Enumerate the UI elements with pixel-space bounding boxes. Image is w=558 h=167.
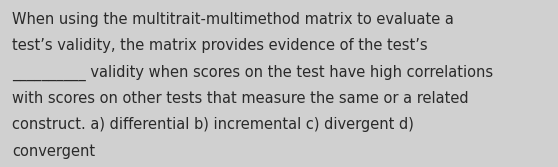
Text: __________ validity when scores on the test have high correlations: __________ validity when scores on the t…	[12, 64, 493, 81]
Text: test’s validity, the matrix provides evidence of the test’s: test’s validity, the matrix provides evi…	[12, 38, 428, 53]
Text: construct. a) differential b) incremental c) divergent d): construct. a) differential b) incrementa…	[12, 117, 414, 132]
Text: with scores on other tests that measure the same or a related: with scores on other tests that measure …	[12, 91, 469, 106]
Text: When using the multitrait-multimethod matrix to evaluate a: When using the multitrait-multimethod ma…	[12, 12, 454, 27]
Text: convergent: convergent	[12, 144, 95, 159]
